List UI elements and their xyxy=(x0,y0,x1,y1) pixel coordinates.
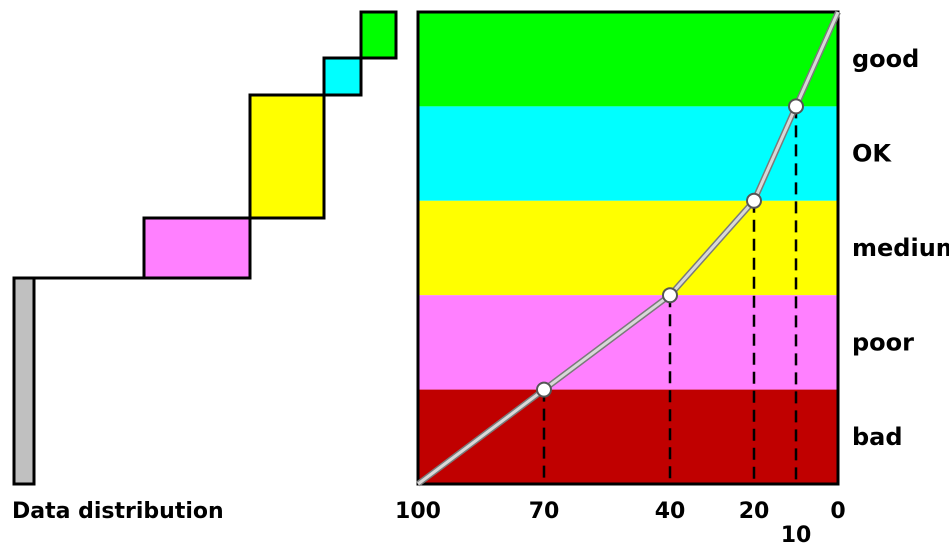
band-poor xyxy=(418,295,838,390)
curve-point-10 xyxy=(788,98,804,115)
x-tick-label-70: 70 xyxy=(529,499,560,524)
x-tick-label-10: 10 xyxy=(781,523,812,548)
distribution-box-medium xyxy=(248,93,326,220)
distribution-box-poor xyxy=(142,216,252,280)
band-label-good: good xyxy=(852,45,919,73)
distribution-box-ok xyxy=(322,56,363,97)
mapping-curve xyxy=(416,10,841,487)
band-label-medium: medium xyxy=(852,234,949,262)
quality-band-labels: good OK medium poor bad xyxy=(852,45,949,451)
distribution-box-good xyxy=(359,10,398,60)
band-ok xyxy=(418,106,838,201)
x-tick-label-0: 0 xyxy=(830,499,845,524)
band-good xyxy=(418,12,838,107)
data-distribution-graph: Data distribution xyxy=(12,10,398,524)
distribution-label: Data distribution xyxy=(12,499,224,524)
drop-lines xyxy=(542,106,798,484)
band-label-bad: bad xyxy=(852,423,903,451)
curve-point-70 xyxy=(536,381,552,398)
quality-bands xyxy=(418,12,838,484)
curve-point-40 xyxy=(662,287,678,304)
band-medium xyxy=(418,200,838,296)
distribution-bar-bad xyxy=(12,276,36,486)
x-axis-ticks: 100 70 40 20 0 10 xyxy=(395,499,846,548)
plot-frame xyxy=(416,10,840,486)
band-label-ok: OK xyxy=(852,140,892,168)
x-tick-label-100: 100 xyxy=(395,499,441,524)
band-label-poor: poor xyxy=(852,328,914,356)
curve-line xyxy=(417,11,840,486)
x-tick-label-40: 40 xyxy=(655,499,686,524)
curve-point-20 xyxy=(746,192,762,209)
curve-points xyxy=(536,98,804,398)
x-tick-label-20: 20 xyxy=(739,499,770,524)
band-bad xyxy=(418,389,838,484)
